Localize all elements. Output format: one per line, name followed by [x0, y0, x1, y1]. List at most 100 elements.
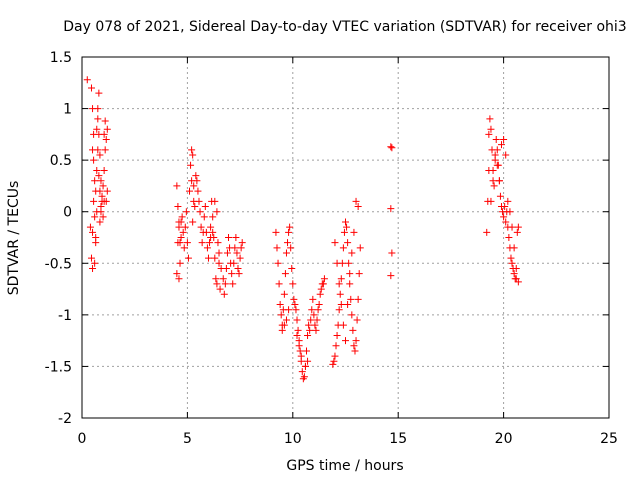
y-tick-label: 0: [63, 205, 72, 221]
data-point: [225, 234, 233, 241]
data-point: [89, 228, 97, 236]
data-point: [87, 84, 95, 92]
data-point: [347, 295, 355, 303]
data-point: [216, 285, 224, 293]
data-point: [93, 166, 101, 174]
data-point: [285, 306, 293, 314]
data-point: [331, 239, 339, 247]
data-point: [272, 228, 280, 236]
data-point: [352, 197, 360, 205]
data-point: [490, 182, 498, 190]
data-point: [491, 156, 499, 164]
data-point: [507, 254, 515, 262]
data-point: [197, 223, 205, 231]
data-point: [176, 239, 184, 247]
data-point: [177, 218, 185, 226]
data-point: [508, 223, 516, 231]
data-point: [91, 177, 99, 185]
x-tick-label: 5: [183, 431, 192, 447]
data-point: [311, 321, 319, 329]
data-point: [282, 316, 290, 324]
data-point: [176, 259, 184, 267]
data-point: [348, 311, 356, 319]
data-point: [356, 244, 364, 252]
data-point: [387, 143, 395, 151]
data-point: [336, 290, 344, 298]
data-point: [493, 146, 501, 154]
grid-lines: [82, 57, 609, 418]
data-point: [90, 156, 98, 164]
data-point: [186, 187, 194, 195]
x-tick-label: 0: [78, 431, 87, 447]
data-point: [83, 76, 91, 84]
data-point: [101, 117, 109, 125]
data-point: [313, 316, 321, 324]
data-point: [314, 306, 322, 314]
data-point: [182, 208, 190, 216]
data-point: [102, 136, 110, 144]
data-point: [223, 249, 231, 257]
data-point: [181, 223, 189, 231]
data-point: [291, 301, 299, 309]
data-point: [229, 280, 237, 288]
data-point: [293, 316, 301, 324]
x-tick-label: 25: [600, 431, 618, 447]
data-point: [301, 362, 309, 370]
data-point: [350, 342, 358, 350]
data-point: [207, 223, 215, 231]
data-point: [96, 151, 104, 159]
data-point: [320, 275, 328, 283]
data-point: [312, 326, 320, 334]
data-point: [209, 213, 217, 221]
x-axis-label: GPS time / hours: [286, 458, 403, 474]
data-point: [222, 264, 230, 272]
data-point: [506, 208, 514, 216]
y-tick-label: -1: [58, 308, 72, 324]
data-point: [100, 166, 108, 174]
data-point: [486, 115, 494, 123]
data-point: [103, 187, 111, 195]
data-point: [505, 234, 513, 241]
data-point: [332, 342, 340, 350]
data-point: [206, 239, 214, 247]
data-point: [317, 285, 325, 293]
data-point: [487, 197, 495, 205]
data-point: [188, 146, 196, 154]
data-point: [91, 213, 99, 221]
data-point: [346, 270, 354, 278]
chart-title: Day 078 of 2021, Sidereal Day-to-day VTE…: [63, 19, 626, 35]
data-point: [233, 249, 241, 257]
data-point: [173, 270, 181, 278]
data-point: [502, 218, 510, 226]
y-axis-label: SDTVAR / TECUs: [6, 181, 22, 296]
data-point: [508, 259, 516, 267]
data-point: [284, 239, 292, 247]
data-point: [306, 326, 314, 334]
data-point: [287, 244, 295, 252]
data-point: [277, 311, 285, 319]
data-point: [304, 331, 312, 339]
data-point: [296, 347, 304, 355]
data-point: [310, 311, 318, 319]
data-point: [212, 275, 220, 283]
data-point: [202, 228, 210, 236]
x-tick-labels: 0 5 10 15 20 25: [78, 431, 618, 447]
data-point: [97, 177, 105, 185]
data-point: [96, 187, 104, 195]
data-point: [91, 259, 99, 267]
data-point: [194, 187, 202, 195]
data-point: [221, 280, 229, 288]
x-tick-label: 15: [389, 431, 407, 447]
data-point: [489, 177, 497, 185]
data-point: [500, 213, 508, 221]
data-point: [280, 290, 288, 298]
data-point: [203, 244, 211, 252]
data-point: [211, 197, 219, 205]
data-point: [89, 264, 97, 272]
data-point: [93, 125, 101, 133]
data-point: [292, 306, 300, 314]
data-point: [95, 89, 103, 97]
data-point: [333, 259, 341, 267]
data-point: [333, 331, 341, 339]
data-point: [335, 280, 343, 288]
